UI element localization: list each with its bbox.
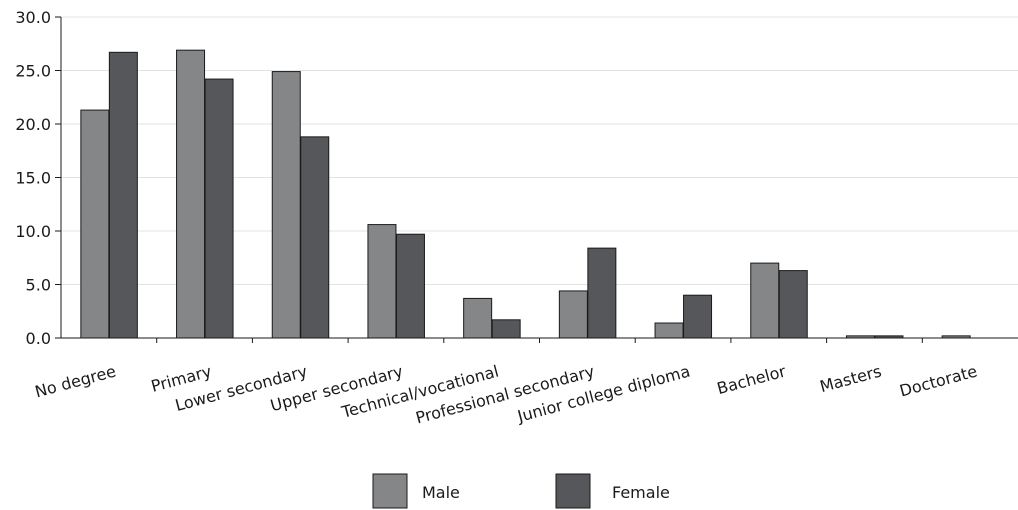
bar-female-4 [491,319,521,339]
x-category-label: Masters [818,362,884,397]
bar-female-0 [108,51,138,339]
bar-male-7 [750,262,780,339]
bar-female-5 [587,247,617,339]
bar-female-3 [395,233,425,339]
bar-female-6 [683,294,713,339]
y-tick-label: 10.0 [15,222,51,241]
y-tick-label: 30.0 [15,8,51,27]
bar-female-7 [778,270,808,339]
bar-male-1 [176,49,206,339]
y-tick-label: 25.0 [15,62,51,81]
x-category-label: Bachelor [715,361,788,398]
bars [80,49,971,339]
legend: Male Female [372,473,670,509]
bar-male-5 [558,290,588,339]
bar-male-4 [463,297,493,339]
y-tick-label: 5.0 [26,276,51,295]
axes [55,16,1018,343]
x-category-label: No degree [33,362,118,402]
y-tick-labels: 0.0 5.0 10.0 15.0 20.0 25.0 30.0 [15,8,51,348]
y-tick-label: 0.0 [26,329,51,348]
legend-label-female: Female [612,483,670,502]
legend-swatch-female [555,473,591,509]
y-tick-label: 15.0 [15,169,51,188]
legend-swatch-male [372,473,408,509]
x-category-label: Doctorate [898,362,980,401]
y-tick-label: 20.0 [15,115,51,134]
bar-female-1 [204,78,234,339]
bar-male-3 [367,224,397,339]
bar-male-2 [271,71,301,339]
legend-label-male: Male [422,483,460,502]
bar-male-0 [80,109,110,339]
bar-female-2 [300,136,330,339]
bar-male-6 [654,322,684,339]
